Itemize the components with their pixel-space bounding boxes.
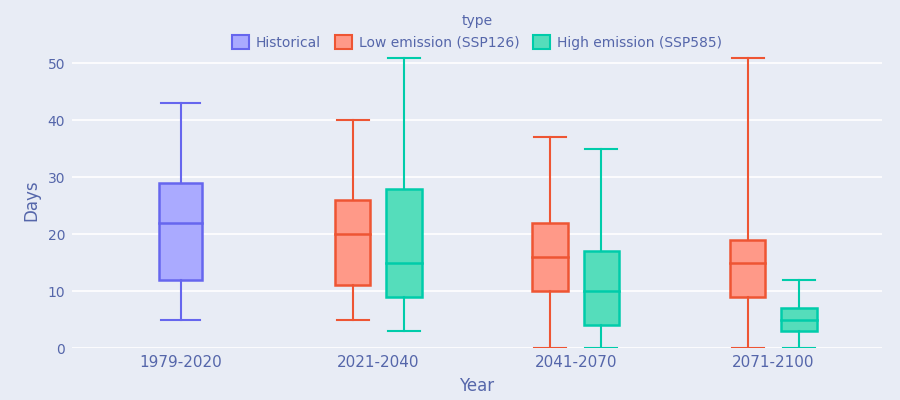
Y-axis label: Days: Days — [22, 179, 40, 221]
X-axis label: Year: Year — [459, 377, 495, 395]
Legend: Historical, Low emission (SSP126), High emission (SSP585): Historical, Low emission (SSP126), High … — [227, 9, 727, 56]
Bar — [730, 240, 765, 297]
Bar — [584, 251, 619, 325]
Bar — [335, 200, 370, 285]
Bar — [532, 223, 568, 291]
Bar — [781, 308, 817, 331]
Bar — [386, 189, 422, 297]
Bar — [159, 183, 202, 280]
